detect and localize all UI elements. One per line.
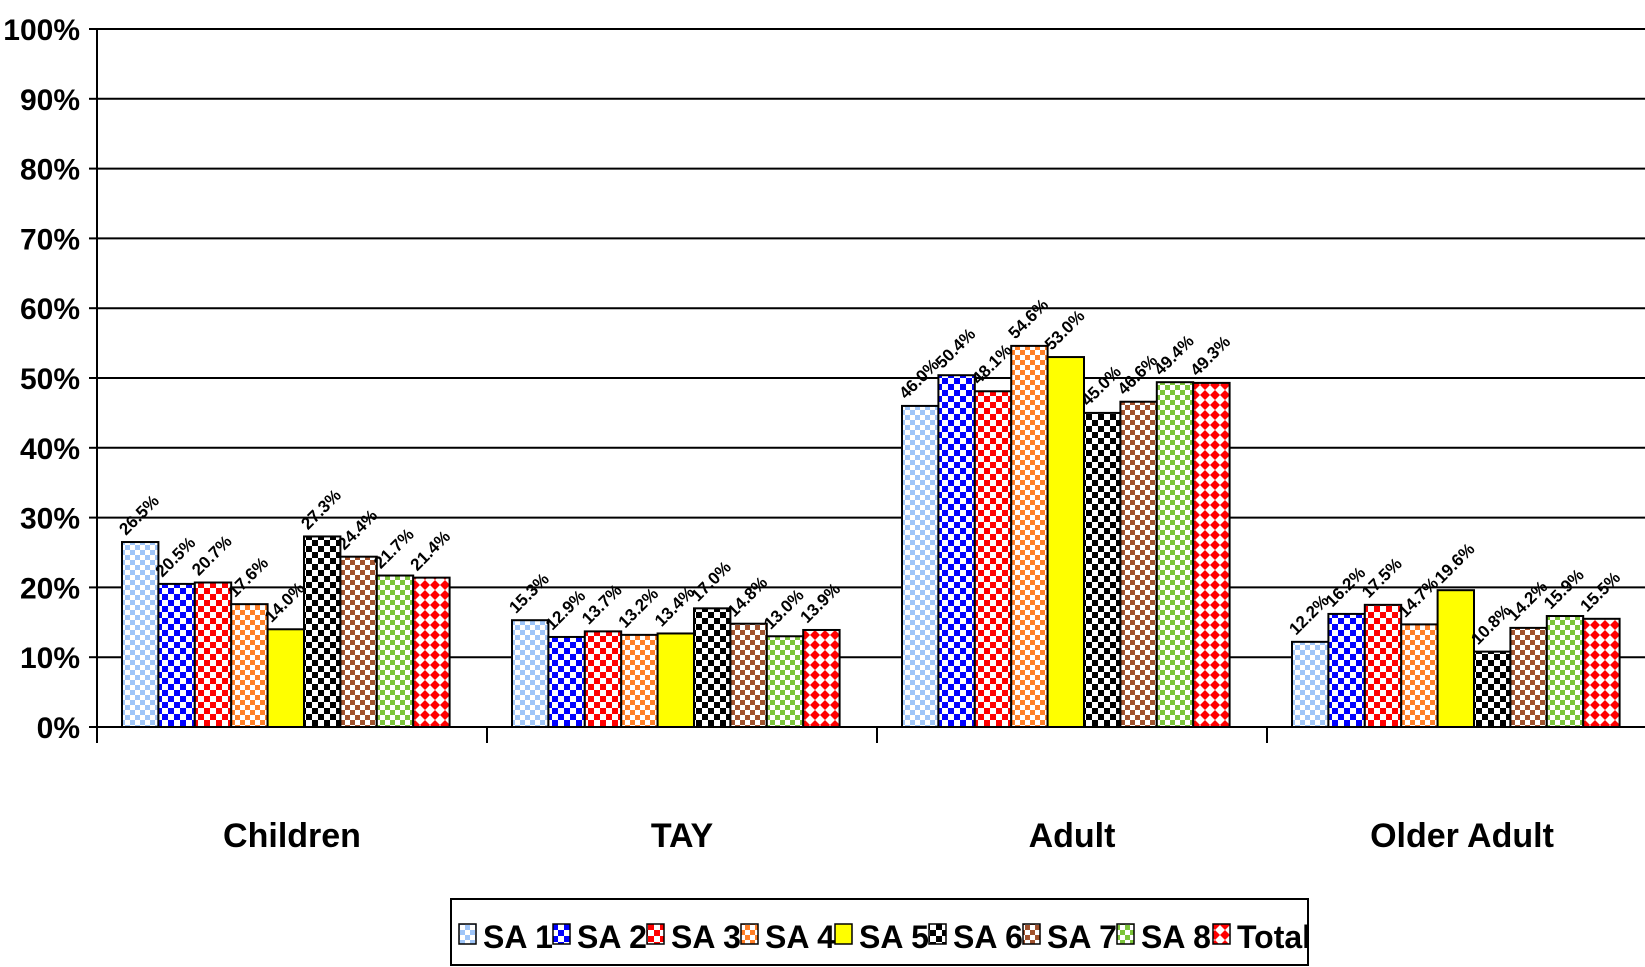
bar-sa-4-tay	[620, 633, 659, 729]
bar-sa-1-older-adult	[1291, 640, 1330, 728]
data-label: 53.0%	[1041, 306, 1089, 354]
data-label: 50.4%	[932, 325, 980, 373]
bar-sa-5-children	[266, 628, 306, 729]
legend-label-sa-8: SA 8	[1141, 919, 1211, 955]
legend-swatch-sa-6	[928, 923, 947, 945]
bar-sa-6-tay	[693, 607, 732, 729]
bar-sa-3-children	[193, 581, 233, 728]
legend-swatch-sa-2	[552, 923, 571, 945]
y-tick-label: 100%	[3, 14, 80, 47]
bar-sa-8-older-adult	[1545, 615, 1585, 729]
y-tick-label: 70%	[20, 223, 80, 256]
bar-sa-8-adult	[1155, 381, 1195, 728]
y-tick-label: 30%	[20, 503, 80, 536]
y-tick-label: 20%	[20, 572, 80, 605]
legend-label-total: Total	[1237, 919, 1311, 955]
data-label: 14.0%	[261, 579, 309, 627]
category-label-adult: Adult	[1029, 817, 1116, 855]
bar-sa-7-tay	[729, 622, 768, 728]
legend-swatch-sa-4	[740, 923, 759, 945]
legend-swatch-sa-1	[458, 923, 477, 945]
bar-sa-2-tay	[547, 635, 586, 729]
bar-total-older-adult	[1582, 617, 1621, 728]
data-label: 14.8%	[724, 573, 772, 621]
bar-sa-1-adult	[901, 404, 940, 728]
data-label: 49.4%	[1150, 331, 1198, 379]
bar-sa-4-older-adult	[1400, 623, 1439, 728]
bar-sa-5-tay	[656, 632, 695, 729]
legend-label-sa-4: SA 4	[765, 919, 835, 955]
bars	[121, 344, 1621, 729]
bar-sa-6-adult	[1083, 411, 1122, 728]
legend-label-sa-1: SA 1	[483, 919, 553, 955]
bar-sa-2-adult	[937, 374, 976, 728]
bar-sa-3-adult	[973, 390, 1013, 728]
y-tick-label: 60%	[20, 293, 80, 326]
bar-sa-2-older-adult	[1327, 612, 1366, 729]
legend-label-sa-5: SA 5	[859, 919, 929, 955]
y-tick-label: 40%	[20, 433, 80, 466]
data-label: 26.5%	[115, 491, 163, 539]
y-tick-label: 80%	[20, 154, 80, 187]
legend-swatch-sa-8	[1116, 923, 1135, 945]
data-label: 24.4%	[334, 506, 382, 554]
data-label: 17.6%	[225, 553, 273, 601]
data-label: 21.4%	[407, 527, 455, 575]
axes: 0% 10% 20% 30% 40% 50% 60% 70% 80% 90% 100% Childre…	[3, 14, 1645, 855]
bar-sa-3-older-adult	[1363, 603, 1403, 728]
data-label: 14.7%	[1395, 574, 1443, 622]
legend-swatch-sa-5	[834, 923, 853, 945]
bar-sa-6-older-adult	[1473, 650, 1512, 729]
legend-swatch-sa-7	[1022, 923, 1041, 945]
bar-sa-6-children	[303, 535, 342, 728]
y-tick-label: 10%	[20, 642, 80, 675]
bar-sa-7-older-adult	[1509, 626, 1548, 728]
bar-sa-4-children	[230, 603, 269, 728]
bar-sa-3-tay	[583, 630, 623, 729]
data-label: 49.3%	[1187, 332, 1235, 380]
bar-sa-5-adult	[1046, 356, 1085, 728]
bar-sa-5-older-adult	[1436, 589, 1475, 729]
y-tick-label: 0%	[37, 712, 80, 745]
bar-sa-8-children	[375, 574, 415, 728]
category-label-older-adult: Older Adult	[1370, 817, 1554, 855]
bar-sa-1-tay	[511, 619, 550, 728]
data-label: 48.1%	[968, 341, 1016, 389]
category-label-children: Children	[223, 817, 361, 855]
y-tick-label: 50%	[20, 363, 80, 396]
legend-label-sa-2: SA 2	[577, 919, 647, 955]
data-label: 15.3%	[505, 570, 553, 618]
bar-total-adult	[1192, 381, 1231, 728]
category-label-tay: TAY	[651, 817, 714, 855]
legend-swatch-total	[1212, 923, 1231, 945]
y-tick-label: 90%	[20, 84, 80, 117]
data-label: 19.6%	[1431, 540, 1479, 588]
bar-sa-4-adult	[1010, 344, 1049, 728]
legend: SA 1 SA 2 SA 3 SA 4 SA 5 SA 6 SA 7 SA 8 Total	[450, 898, 1311, 966]
legend-label-sa-3: SA 3	[671, 919, 741, 955]
legend-swatch-sa-3	[646, 923, 665, 945]
legend-label-sa-7: SA 7	[1047, 919, 1117, 955]
data-label: 20.7%	[188, 532, 236, 580]
bar-sa-8-tay	[765, 635, 805, 729]
bar-sa-7-children	[339, 555, 378, 728]
bar-total-tay	[802, 628, 841, 729]
legend-label-sa-6: SA 6	[953, 919, 1023, 955]
legend-box	[450, 898, 1309, 966]
bar-sa-2-children	[157, 582, 196, 728]
data-label: 17.0%	[687, 558, 735, 606]
data-label: 27.3%	[297, 486, 345, 534]
bar-sa-7-adult	[1119, 400, 1158, 728]
bar-total-children	[412, 576, 451, 728]
